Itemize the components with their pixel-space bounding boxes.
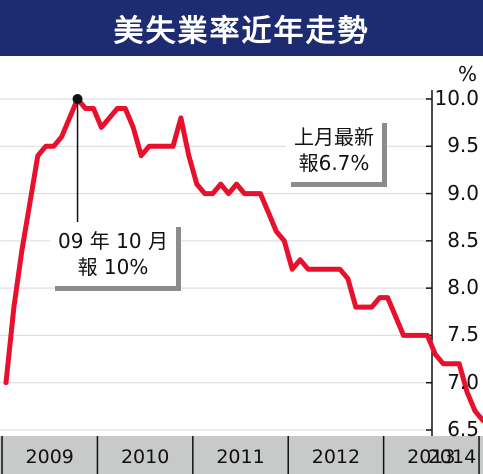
y-axis-unit: %: [457, 62, 477, 86]
y-tick-label: 6.5: [447, 417, 479, 441]
y-tick-label: 8.5: [447, 227, 479, 252]
y-tick-label: 10.0: [434, 86, 479, 110]
x-tick-label: 2014: [427, 446, 477, 468]
y-tick-label: 7.0: [447, 369, 479, 394]
y-tick-label: 8.0: [447, 275, 479, 300]
latest-callout: 上月最新 報6.7%: [286, 118, 382, 182]
peak-point-marker: [72, 94, 83, 104]
y-tick-label: 9.0: [447, 180, 479, 205]
x-tick-label: 2010: [120, 446, 170, 468]
x-axis-band: [0, 436, 483, 474]
x-tick-label: 2012: [311, 446, 361, 468]
latest-callout-line2: 報6.7%: [298, 151, 370, 175]
x-tick-label: 2009: [25, 446, 74, 468]
peak-callout-line1: 09 年 10 月: [58, 229, 168, 253]
peak-callout-line2: 報 10%: [77, 255, 149, 279]
peak-callout: 09 年 10 月 報 10%: [50, 222, 176, 286]
latest-callout-line1: 上月最新: [294, 125, 374, 149]
y-tick-label: 7.5: [447, 322, 479, 347]
plot-area: [0, 90, 433, 436]
unemployment-rate-line: [3, 96, 483, 423]
chart-title: 美失業率近年走勢: [0, 0, 483, 56]
x-tick-label: 2013: [407, 446, 456, 468]
y-tick-label: 9.5: [447, 133, 479, 158]
x-tick-label: 2011: [216, 446, 265, 468]
